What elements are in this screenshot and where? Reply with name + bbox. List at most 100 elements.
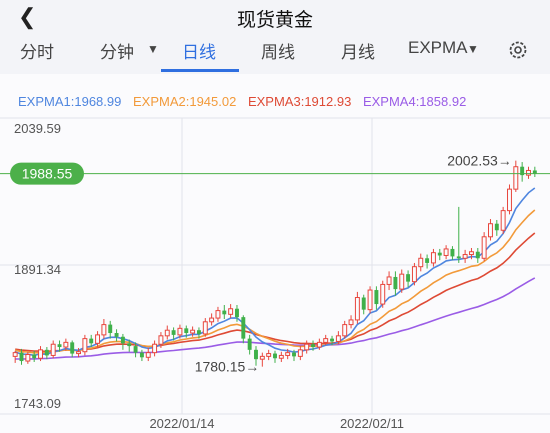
candle-body bbox=[500, 210, 506, 231]
candle-body bbox=[50, 343, 56, 356]
candle-body bbox=[215, 310, 221, 319]
candle-body bbox=[101, 324, 107, 336]
candle-body bbox=[171, 330, 176, 335]
tab-minute[interactable]: 分钟 bbox=[100, 43, 134, 62]
candle-body bbox=[361, 297, 366, 310]
y-tick-label: 1743.09 bbox=[14, 396, 61, 411]
candle-body bbox=[520, 166, 525, 176]
candle-body bbox=[133, 346, 138, 353]
candle-body bbox=[304, 343, 310, 351]
expma2-line bbox=[15, 209, 536, 354]
x-tick-label: 2022/02/11 bbox=[340, 416, 404, 431]
candle-body bbox=[63, 341, 69, 348]
candle-body bbox=[82, 338, 88, 353]
legend-expma4: EXPMA4:1858.92 bbox=[362, 94, 467, 109]
candle-body bbox=[348, 319, 354, 326]
candle-body bbox=[152, 343, 158, 354]
candle-body bbox=[222, 310, 227, 315]
x-tick-label: 2022/01/14 bbox=[149, 416, 214, 431]
candle-body bbox=[25, 354, 31, 362]
candle-body bbox=[335, 335, 341, 342]
candle-body bbox=[209, 317, 215, 323]
candle-body bbox=[450, 248, 455, 257]
candle-body bbox=[139, 352, 144, 358]
candle-body bbox=[462, 254, 468, 259]
candle-body bbox=[278, 354, 284, 359]
candle-body bbox=[513, 166, 519, 190]
candle-body bbox=[32, 354, 37, 359]
legend-expma1: EXPMA1:1968.99 bbox=[18, 94, 122, 109]
low-price-annotation: 1780.15→ bbox=[195, 359, 260, 375]
candle-body bbox=[374, 290, 379, 305]
expma3-line bbox=[15, 232, 536, 353]
gear-icon[interactable] bbox=[505, 37, 531, 63]
candle-body bbox=[127, 343, 132, 347]
candle-body bbox=[342, 324, 348, 337]
candle-body bbox=[273, 353, 277, 359]
candle-body bbox=[323, 338, 329, 343]
candle-body bbox=[241, 317, 246, 339]
candle-body bbox=[526, 169, 531, 176]
candle-body bbox=[70, 342, 75, 354]
page-title: 现货黄金 bbox=[236, 10, 313, 31]
current-price-badge bbox=[10, 162, 84, 185]
candle-body bbox=[196, 330, 201, 334]
candle-body bbox=[481, 236, 487, 259]
legend-expma3: EXPMA3:1912.93 bbox=[247, 94, 352, 109]
candle-body bbox=[228, 308, 234, 315]
candle-body bbox=[44, 349, 49, 356]
tab-daily[interactable]: 日线 bbox=[182, 43, 216, 62]
candle-body bbox=[285, 352, 291, 356]
y-tick-label: 1891.34 bbox=[14, 262, 61, 277]
candle-body bbox=[354, 297, 360, 321]
top-bar: ❮ 现货黄金 bbox=[0, 0, 550, 32]
candle-body bbox=[488, 223, 493, 238]
candle-body bbox=[38, 349, 43, 359]
candle-body bbox=[145, 352, 151, 358]
candle-body bbox=[89, 338, 94, 344]
active-tab-indicator bbox=[161, 69, 239, 72]
candle-body bbox=[393, 276, 398, 290]
candle-body bbox=[57, 344, 62, 348]
current-price-label: 1988.55 bbox=[22, 166, 73, 182]
back-arrow-icon[interactable]: ❮ bbox=[18, 4, 37, 29]
candle-body bbox=[19, 352, 24, 362]
tab-monthly[interactable]: 月线 bbox=[341, 43, 375, 62]
candle-body bbox=[247, 338, 252, 350]
candle-body bbox=[406, 274, 411, 282]
candle-body bbox=[292, 352, 296, 357]
candle-body bbox=[456, 256, 461, 259]
candle-body bbox=[380, 283, 386, 305]
candle-body bbox=[297, 349, 303, 357]
candle-body bbox=[311, 344, 315, 348]
candle-body bbox=[430, 252, 436, 264]
candle-body bbox=[437, 252, 442, 256]
candle-body bbox=[468, 251, 474, 256]
candle-body bbox=[76, 351, 82, 355]
candle-body bbox=[411, 266, 417, 283]
candle-body bbox=[259, 355, 265, 360]
caret-down-icon[interactable]: ▼ bbox=[147, 42, 159, 56]
candle-body bbox=[494, 223, 499, 231]
legend-expma2: EXPMA2:1945.02 bbox=[132, 94, 237, 109]
candle-body bbox=[95, 334, 101, 344]
y-tick-label: 2039.59 bbox=[14, 121, 61, 136]
tab-weekly[interactable]: 周线 bbox=[261, 43, 295, 62]
candle-body bbox=[418, 257, 424, 268]
candle-body bbox=[475, 251, 480, 259]
candle-body bbox=[330, 338, 335, 342]
tab-fenshi[interactable]: 分时 bbox=[20, 43, 54, 62]
tab-indicator[interactable]: EXPMA bbox=[408, 38, 468, 57]
candle-body bbox=[443, 248, 449, 256]
candle-body bbox=[108, 324, 113, 334]
candle-body bbox=[235, 308, 239, 318]
caret-down-icon[interactable]: ▼ bbox=[467, 42, 479, 56]
candle-body bbox=[158, 335, 164, 345]
candle-body bbox=[202, 321, 208, 335]
expma1-line bbox=[14, 187, 536, 357]
expma-legend: EXPMA1:1968.99 EXPMA2:1945.02 EXPMA3:191… bbox=[18, 94, 474, 109]
candle-body bbox=[177, 327, 183, 336]
candle-body bbox=[507, 188, 512, 212]
candle-body bbox=[164, 329, 170, 337]
